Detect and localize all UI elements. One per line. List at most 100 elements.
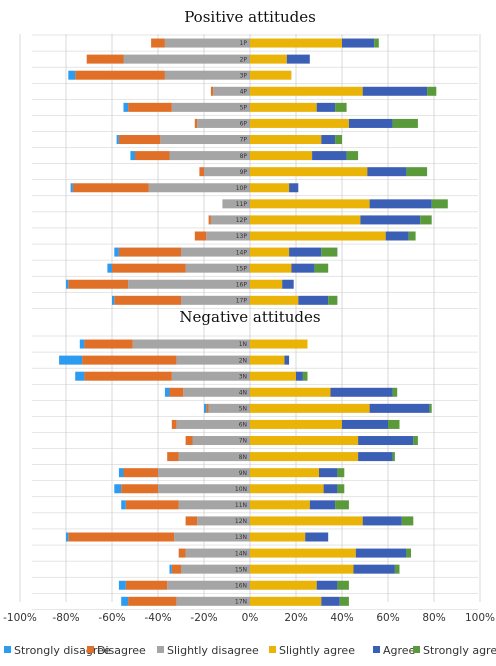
- bar-segment-slightly-disagree: [181, 564, 250, 574]
- bar-segment-slightly-agree: [250, 295, 299, 305]
- x-tick-label: 0%: [242, 612, 259, 624]
- bar-segment-slightly-disagree: [167, 580, 250, 590]
- bar-segment-slightly-agree: [250, 516, 363, 526]
- category-label: 13P: [236, 233, 248, 240]
- bar-segment-slightly-agree: [250, 38, 342, 48]
- category-label: 2P: [240, 56, 248, 63]
- category-label: 6N: [239, 422, 247, 429]
- x-tick-label: -80%: [52, 612, 79, 624]
- bar-segment-slightly-disagree: [183, 387, 250, 397]
- bar-segment-disagree: [123, 468, 158, 478]
- bar-segment-agree: [362, 86, 428, 96]
- bar-segment-slightly-agree: [250, 263, 292, 273]
- bar-segment-disagree: [167, 452, 179, 462]
- bar-segment-disagree: [128, 596, 177, 606]
- bar-segment-strongly-agree: [346, 151, 359, 161]
- bar-segment-slightly-agree: [250, 580, 317, 590]
- bar-segment-agree: [316, 580, 338, 590]
- bar-segment-disagree: [68, 279, 129, 289]
- bar-segment-agree: [289, 247, 322, 257]
- category-label: 1N: [239, 341, 247, 348]
- bar-segment-strongly-agree: [374, 38, 379, 48]
- bar-segment-strongly-disagree: [75, 371, 85, 381]
- bar-segment-agree: [312, 151, 347, 161]
- bar-segment-disagree: [121, 484, 158, 494]
- bar-segment-disagree: [128, 102, 172, 112]
- bar-segment-strongly-disagree: [107, 263, 112, 273]
- bar-segment-strongly-disagree: [114, 247, 119, 257]
- category-label: 10P: [236, 185, 248, 192]
- x-tick-label: 100%: [465, 612, 495, 624]
- bar-segment-slightly-disagree: [204, 167, 250, 177]
- bar-segment-strongly-disagree: [123, 102, 129, 112]
- bar-segment-disagree: [185, 516, 198, 526]
- bar-segment-strongly-agree: [335, 102, 347, 112]
- bar-segment-strongly-disagree: [118, 468, 124, 478]
- bar-segment-strongly-disagree: [114, 484, 122, 494]
- category-label: 9P: [240, 169, 248, 176]
- bar-segment-disagree: [72, 183, 149, 193]
- bar-segment-strongly-disagree: [130, 151, 135, 161]
- bar-segment-disagree: [68, 532, 175, 542]
- x-tick-label: 80%: [422, 612, 445, 624]
- bar-segment-slightly-agree: [250, 339, 308, 349]
- x-tick-label: -100%: [3, 612, 37, 624]
- bar-segment-disagree: [171, 564, 181, 574]
- bar-segment-disagree: [82, 355, 177, 365]
- legend-swatch-strongly-agree: [413, 646, 420, 653]
- bar-segment-slightly-disagree: [208, 403, 250, 413]
- bar-segment-slightly-agree: [250, 436, 359, 446]
- bar-segment-strongly-agree: [420, 215, 432, 225]
- panel-positive-bars: 1P 2P 3P 4P 5P 6P 7P 8P 9P 10P 11P 12P 13P 14P 15P 16P 1…: [32, 34, 478, 309]
- bar-segment-agree: [358, 436, 414, 446]
- bar-segment-slightly-disagree: [222, 199, 250, 209]
- bar-segment-slightly-disagree: [197, 118, 250, 128]
- panel-title-positive: Positive attitudes: [184, 8, 316, 26]
- bar-segment-agree: [330, 387, 393, 397]
- bar-segment-agree: [305, 532, 329, 542]
- bar-segment-strongly-disagree: [68, 70, 76, 80]
- category-label: 14P: [236, 249, 248, 256]
- bar-segment-disagree: [206, 403, 209, 413]
- category-label: 17N: [235, 599, 247, 606]
- x-tick-label: -40%: [144, 612, 171, 624]
- bar-segment-strongly-agree: [328, 295, 338, 305]
- x-tick-label: 20%: [284, 612, 307, 624]
- bar-segment-slightly-agree: [250, 387, 331, 397]
- bar-segment-disagree: [118, 135, 161, 145]
- bar-segment-disagree: [169, 387, 184, 397]
- bar-segment-strongly-agree: [406, 548, 411, 558]
- bar-segment-disagree: [118, 247, 181, 257]
- bar-segment-disagree: [86, 54, 124, 64]
- bar-segment-strongly-disagree: [121, 596, 129, 606]
- bar-segment-agree: [321, 135, 336, 145]
- bar-segment-slightly-disagree: [206, 231, 250, 241]
- category-label: 14N: [235, 550, 247, 557]
- bar-segment-agree: [362, 516, 402, 526]
- bar-segment-strongly-agree: [429, 403, 432, 413]
- bar-segment-slightly-disagree: [171, 371, 250, 381]
- bar-segment-slightly-disagree: [176, 419, 250, 429]
- bar-segment-slightly-disagree: [164, 38, 250, 48]
- bar-segment-slightly-disagree: [123, 54, 250, 64]
- bar-segment-strongly-agree: [337, 468, 345, 478]
- bar-segment-disagree: [125, 580, 168, 590]
- bar-segment-disagree: [75, 70, 165, 80]
- bar-segment-strongly-disagree: [70, 183, 73, 193]
- category-label: 12N: [235, 518, 247, 525]
- bar-segment-slightly-disagree: [158, 468, 250, 478]
- bar-segment-strongly-agree: [337, 484, 345, 494]
- bar-segment-disagree: [151, 38, 165, 48]
- bar-segment-slightly-agree: [250, 371, 296, 381]
- category-label: 15N: [235, 566, 247, 573]
- bar-segment-agree: [355, 548, 407, 558]
- category-label: 7P: [240, 137, 248, 144]
- category-label: 15P: [236, 265, 248, 272]
- bar-segment-strongly-agree: [335, 135, 342, 145]
- bar-segment-agree: [282, 279, 294, 289]
- panel-title-negative: Negative attitudes: [179, 308, 320, 326]
- bar-segment-agree: [321, 596, 340, 606]
- bar-segment-slightly-disagree: [164, 70, 250, 80]
- gridlines: [19, 34, 481, 602]
